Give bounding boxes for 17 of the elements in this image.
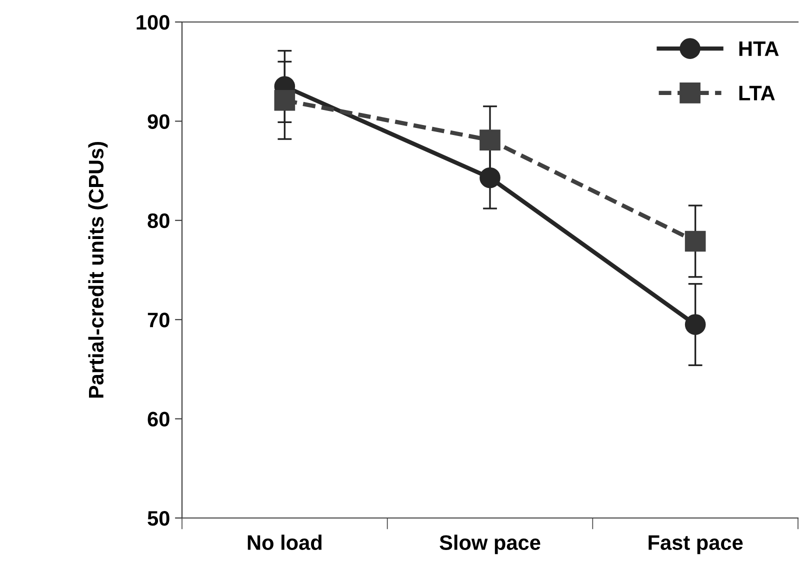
y-tick-label: 60	[148, 412, 170, 427]
point	[274, 90, 296, 111]
x-tick-label: Slow pace	[440, 534, 540, 554]
point	[480, 130, 500, 150]
y-axis-title: Partial-credit units (CPUs)	[88, 142, 108, 398]
y-tick-label: 80	[148, 213, 170, 228]
legend-label: HTA	[739, 42, 779, 56]
y-tick-label: 50	[148, 511, 170, 526]
y-tick-label: 90	[148, 114, 170, 129]
point	[684, 314, 706, 335]
point	[684, 230, 706, 252]
point	[480, 167, 500, 188]
y-tick-label: 100	[136, 15, 170, 30]
legend-label: LTA	[739, 86, 775, 100]
x-tick-label: No load	[248, 534, 322, 550]
y-tick-label: 70	[148, 312, 170, 328]
x-tick-label: Fast pace	[648, 535, 743, 554]
